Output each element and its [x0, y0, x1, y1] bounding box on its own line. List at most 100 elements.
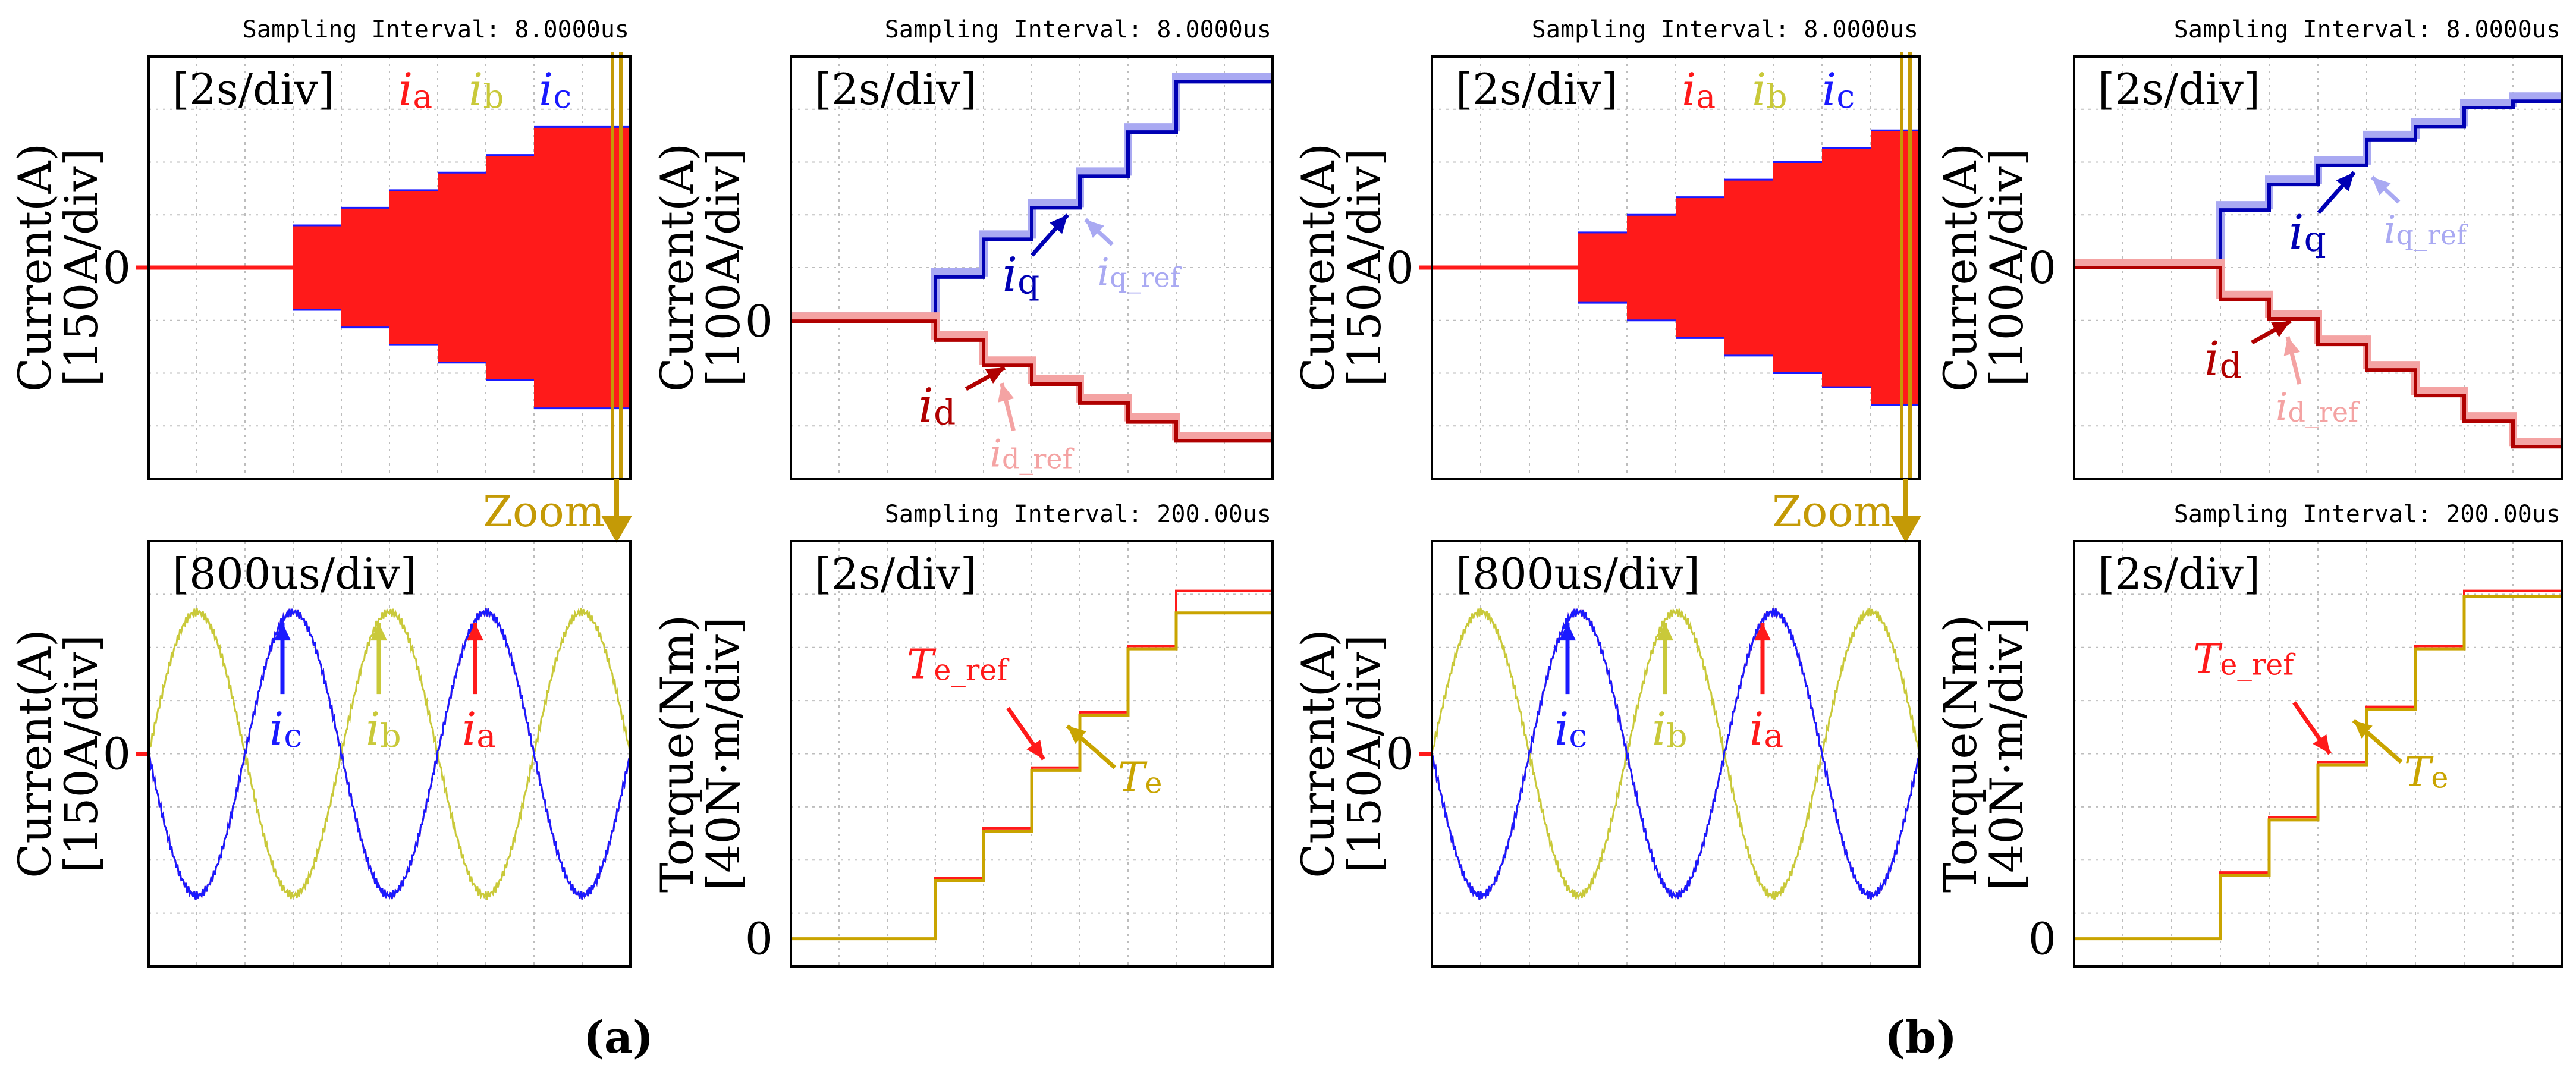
trace-Te_ref-b4 [2074, 589, 2562, 940]
legend-ib-a1: ib [469, 63, 504, 116]
plot-frame-b2 [2073, 55, 2563, 480]
trace-id-b2 [2074, 266, 2562, 449]
timebase-b2: [2s/div] [2098, 64, 2260, 114]
trace-ic-a3 [147, 608, 632, 900]
arrow-iq-ref-b2 [2370, 175, 2401, 204]
zero-label-b4: 0 [2028, 914, 2056, 965]
yunit-b1: [150A/div] [1338, 149, 1391, 387]
yunit-b3: [150A/div] [1338, 634, 1391, 873]
arrow-te-b4 [2352, 718, 2403, 764]
arrow-ib-a3 [370, 623, 387, 695]
timebase-a2: [2s/div] [815, 64, 977, 114]
arrow-id-a2 [965, 366, 1006, 391]
ylabel-b3: Current(A) [1292, 629, 1344, 878]
legend-b1: ia ib ic [1682, 63, 1855, 116]
panel-a4: Sampling Interval: 200.00us Torque(Nm)[40… [651, 501, 1274, 968]
arrow-iq-b2 [2317, 171, 2356, 215]
plot-frame-a1 [147, 55, 632, 480]
arrow-te-ref-a4 [1006, 706, 1045, 761]
subfigure-label-b: (b) [1884, 1012, 1957, 1063]
plot-frame-b4 [2073, 540, 2563, 968]
label-iq-ref-a2: iq_ref [1098, 250, 1182, 294]
timebase-b3: [800us/div] [1456, 549, 1700, 599]
zero-label-a3: 0 [103, 729, 131, 780]
plot-frame-a3 [147, 540, 632, 968]
arrow-te-ref-b4 [2292, 701, 2332, 755]
yunit-a3: [150A/div] [55, 634, 108, 873]
arrow-ic-b3 [1559, 623, 1576, 695]
panel-b3: Current(A)[150A/div]0 [800us/div] ic ib ia [1292, 540, 1921, 968]
legend-ia-a1: ia [398, 63, 432, 116]
zero-label-b1: 0 [1386, 243, 1414, 294]
zero-label-a1: 0 [103, 243, 131, 294]
arrow-id-ref-b2 [2283, 336, 2302, 385]
arrow-ib-b3 [1657, 623, 1673, 695]
panel-a2: Sampling Interval: 8.0000us Current(A)[10… [651, 16, 1274, 480]
legend-a3: ic ib ia [269, 623, 496, 755]
label-te-ref-a4: Te_ref [907, 642, 1010, 689]
timebase-b4: [2s/div] [2098, 549, 2260, 599]
zoom-label-a1: Zoom [483, 486, 605, 536]
zero-label-b2: 0 [2028, 243, 2056, 294]
zero-label-b3: 0 [1386, 729, 1414, 780]
panel-a3: Current(A)[150A/div]0 [800us/div] ic ib ia [8, 540, 632, 968]
arrow-ia-b3 [1754, 623, 1771, 695]
zoom-label-b1: Zoom [1772, 486, 1894, 536]
label-te-a4: Te [1118, 755, 1162, 802]
arrow-te-a4 [1066, 724, 1117, 769]
label-id-ref-a2: id_ref [990, 432, 1075, 476]
sampling-interval-b2: Sampling Interval: 8.0000us [2174, 16, 2561, 43]
legend-ic-b1: ic [1822, 63, 1855, 116]
label-ib-b3: ib [1652, 702, 1688, 755]
trace-id-a2 [791, 319, 1273, 443]
grid-a3 [149, 541, 630, 966]
arrow-ia-a3 [467, 623, 483, 695]
label-ib-a3: ib [366, 702, 401, 755]
arrow-id-ref-a2 [998, 382, 1016, 432]
ylabel-a4: Torque(Nm) [651, 615, 703, 893]
yunit-b2: [100A/div] [1980, 149, 2033, 387]
trace-Te-b4 [2074, 595, 2562, 941]
trace-ib-b3 [1431, 607, 1921, 900]
label-te-ref-b4: Te_ref [2193, 636, 2296, 683]
sampling-interval-a4: Sampling Interval: 200.00us [885, 501, 1271, 528]
timebase-a4: [2s/div] [815, 549, 977, 599]
trace-ib-a3 [147, 607, 632, 900]
zoom-arrowhead-b1 [1890, 516, 1921, 543]
arrow-ic-a3 [274, 623, 291, 695]
sampling-interval-a2: Sampling Interval: 8.0000us [885, 16, 1271, 43]
grid-a4 [791, 541, 1273, 966]
label-te-b4: Te [2404, 749, 2448, 796]
label-ia-a3: ia [462, 702, 496, 755]
legend-b3: ic ib ia [1554, 623, 1783, 755]
timebase-b1: [2s/div] [1456, 64, 1618, 114]
zoom-arrowhead-a1 [601, 516, 632, 543]
trace-iq-a2 [791, 80, 1273, 323]
legend-a1: ia ib ic [398, 63, 571, 116]
arrow-id-b2 [2251, 319, 2292, 345]
zero-label-a4: 0 [745, 914, 773, 965]
panel-b4: Sampling Interval: 200.00us Torque(Nm)[40… [1934, 501, 2563, 968]
ylabel-a1: Current(A) [8, 143, 61, 392]
label-iq-b2: iq [2289, 205, 2326, 260]
plot-frame-a2 [790, 55, 1274, 480]
current-envelope-a1 [293, 127, 630, 409]
yunit-a1: [150A/div] [55, 149, 108, 387]
ylabel-a3: Current(A) [8, 629, 61, 878]
yunit-a4: [40N·m/div] [697, 617, 750, 890]
plot-frame-b3 [1431, 540, 1921, 968]
ylabel-b2: Current(A) [1934, 143, 1987, 392]
label-id-a2: id [919, 378, 956, 433]
panel-b2: Sampling Interval: 8.0000us Current(A)[10… [1934, 16, 2563, 480]
trace-id_ref-a2 [791, 312, 1273, 441]
label-ia-b3: ia [1749, 702, 1783, 755]
ylabel-b1: Current(A) [1292, 143, 1344, 392]
subfigure-label-a: (a) [583, 1012, 654, 1063]
grid-b3 [1432, 541, 1920, 966]
plot-frame-a4 [790, 540, 1274, 968]
ylabel-a2: Current(A) [651, 143, 703, 392]
yunit-a2: [100A/div] [697, 149, 750, 387]
trace-Te_ref-a4 [791, 589, 1273, 940]
legend-ic-a1: ic [539, 63, 571, 116]
trace-Te-a4 [791, 611, 1273, 941]
